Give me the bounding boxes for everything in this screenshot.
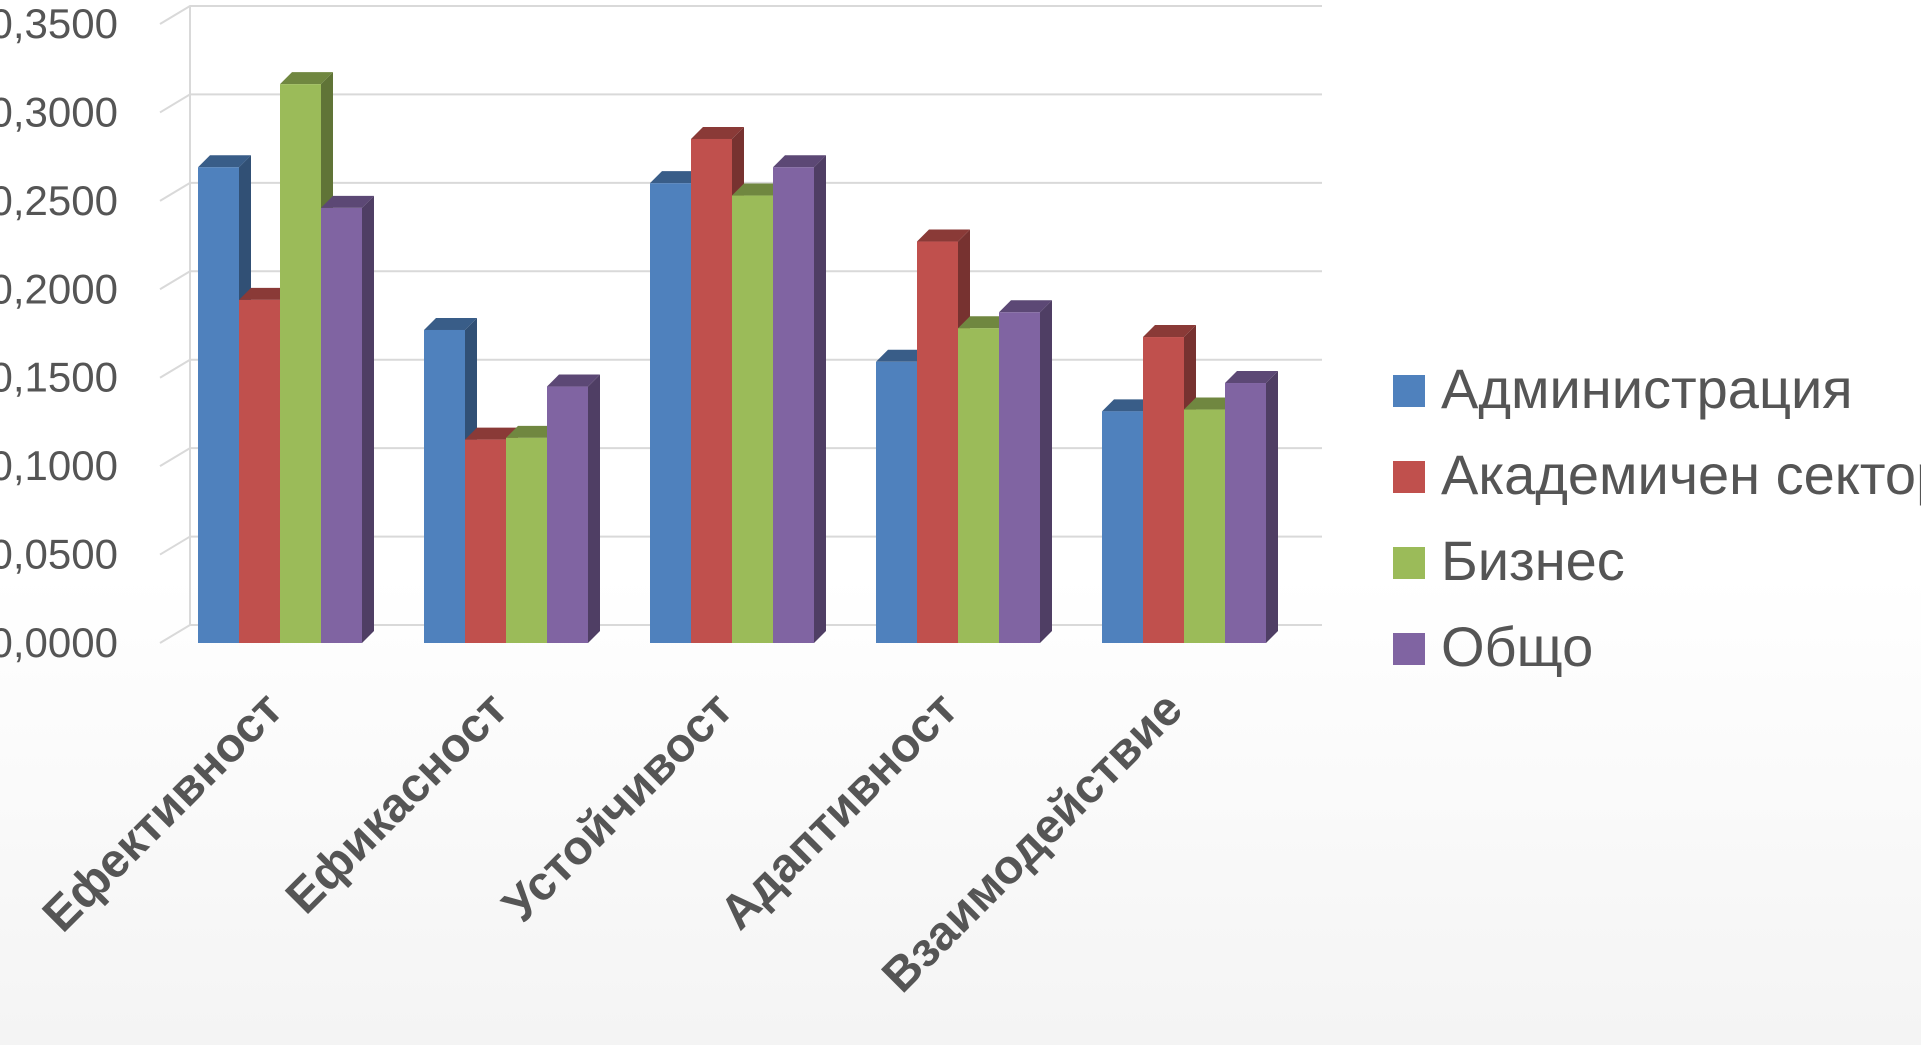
bar-front (1102, 411, 1143, 643)
legend-label: Общо (1441, 615, 1593, 678)
bar (999, 300, 1052, 643)
bar-top (506, 425, 559, 438)
legend-swatch (1393, 375, 1425, 407)
x-category-label: Ефективност (33, 682, 293, 942)
bar-front (1143, 337, 1184, 643)
bar-side (588, 374, 600, 643)
bar-front (732, 195, 773, 643)
bar-top (424, 317, 477, 330)
bar-front (876, 361, 917, 643)
bar-top (321, 195, 374, 208)
legend: Администрация Академичен сектор Бизнес Общо (1393, 357, 1921, 678)
y-tick-label: 0,3500 (0, 0, 118, 47)
legend-label: Академичен сектор (1441, 443, 1921, 506)
bar-top (876, 349, 929, 362)
bar-top (547, 374, 600, 387)
bar-front (239, 299, 280, 643)
bar-front (198, 167, 239, 644)
y-axis-ticks: 0,0000 0,0500 0,1000 0,1500 0,2000 0,2500 0,30… (0, 0, 118, 666)
bar-top (999, 300, 1052, 313)
bar-top (1184, 397, 1237, 410)
y-tick-label: 0,2500 (0, 177, 118, 224)
bar-top (239, 287, 292, 300)
legend-item: Общо (1393, 615, 1593, 678)
bar-front (1225, 383, 1266, 643)
bar-front (999, 312, 1040, 643)
x-category-label: Устойчивост (493, 682, 743, 932)
bar-front (1184, 409, 1225, 643)
bar-top (1102, 399, 1155, 412)
bar-top (958, 316, 1011, 329)
bar-front (506, 437, 547, 643)
x-category-label: Ефикасност (276, 682, 518, 924)
bar (773, 155, 826, 644)
x-axis-categories: ЕфективностЕфикасностУстойчивостАдаптивн… (33, 682, 1193, 1002)
bar-front (465, 439, 506, 643)
bar-top (732, 183, 785, 196)
y-tick-label: 0,3000 (0, 88, 118, 135)
legend-swatch (1393, 633, 1425, 665)
bar (1225, 371, 1278, 643)
gridlines (159, 5, 1322, 644)
bar-front (280, 84, 321, 644)
bar-side (362, 195, 374, 643)
bar-front (321, 207, 362, 643)
bar-side (1040, 300, 1052, 643)
bars (198, 72, 1278, 644)
bar-front (650, 183, 691, 643)
bar-front (547, 386, 588, 643)
y-tick-label: 0,0000 (0, 619, 118, 666)
bar (547, 374, 600, 643)
y-tick-label: 0,2000 (0, 265, 118, 312)
gridline (159, 5, 1322, 25)
bar-top (691, 126, 744, 139)
bar-top (1143, 325, 1196, 338)
legend-item: Академичен сектор (1393, 443, 1921, 506)
legend-swatch (1393, 547, 1425, 579)
bar-front (691, 138, 732, 643)
bar-top (650, 171, 703, 184)
bar (321, 195, 374, 643)
bar-top (198, 155, 251, 168)
x-category-label: Адаптивност (710, 682, 968, 940)
bar-front (424, 329, 465, 643)
y-tick-label: 0,1500 (0, 354, 118, 401)
bar-top (1225, 371, 1278, 384)
gridline (159, 93, 1322, 114)
bar-top (917, 229, 970, 242)
legend-item: Бизнес (1393, 529, 1625, 592)
bar-top (465, 427, 518, 440)
bar-front (773, 167, 814, 644)
legend-label: Бизнес (1441, 529, 1625, 592)
legend-item: Администрация (1393, 357, 1853, 420)
y-tick-label: 0,0500 (0, 531, 118, 578)
bar-front (958, 328, 999, 643)
legend-swatch (1393, 461, 1425, 493)
bar-front (917, 241, 958, 643)
bar-side (1266, 371, 1278, 643)
bar-top (773, 155, 826, 168)
y-tick-label: 0,1000 (0, 442, 118, 489)
bar-side (814, 155, 826, 644)
bar-top (280, 72, 333, 85)
legend-label: Администрация (1441, 357, 1853, 420)
